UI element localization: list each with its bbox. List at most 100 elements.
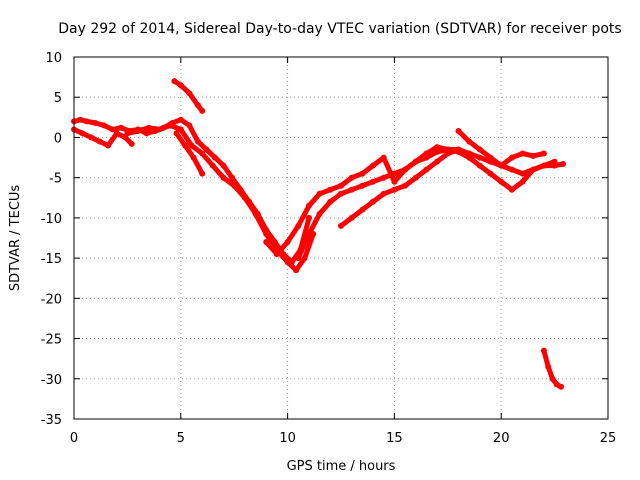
data-point (402, 182, 409, 189)
data-point (177, 82, 184, 89)
data-point (199, 107, 206, 114)
y-tick-label: -20 (41, 292, 62, 307)
series-arc-c (124, 122, 316, 273)
data-point (370, 198, 376, 205)
data-point (186, 122, 193, 129)
data-point (455, 146, 462, 153)
data-point (177, 126, 184, 133)
data-point (199, 150, 206, 157)
data-point (327, 198, 334, 205)
data-point (359, 170, 366, 177)
grid (74, 57, 608, 419)
data-point (143, 130, 150, 137)
data-point (128, 140, 135, 147)
data-point (540, 162, 547, 169)
data-point (545, 363, 552, 370)
data-point (212, 154, 218, 161)
data-point (77, 116, 84, 123)
data-point (558, 383, 564, 390)
data-point (530, 166, 537, 173)
y-tick-label: -15 (41, 252, 62, 267)
data-point (109, 126, 116, 133)
data-point (338, 182, 344, 189)
y-tick-label: -25 (41, 333, 62, 348)
data-point (348, 174, 355, 181)
data-point (423, 150, 430, 157)
chart-title: Day 292 of 2014, Sidereal Day-to-day VTE… (58, 21, 621, 37)
data-point (156, 126, 163, 133)
data-point (252, 210, 259, 217)
data-point (487, 154, 494, 161)
data-point (190, 154, 197, 161)
data-point (380, 174, 387, 181)
data-point (466, 154, 473, 161)
data-point (466, 138, 473, 145)
series-arc-d (174, 130, 205, 177)
data-point (306, 214, 312, 221)
data-point (284, 239, 291, 245)
data-point (412, 174, 419, 181)
data-point (380, 190, 387, 197)
data-point (370, 178, 376, 185)
y-tick-label: 10 (45, 51, 62, 66)
data-point (370, 162, 376, 169)
data-point (194, 138, 201, 145)
data-point (293, 267, 300, 274)
x-tick-label: 20 (493, 431, 510, 446)
data-point (498, 162, 505, 169)
data-point (508, 166, 515, 173)
data-point (263, 231, 270, 237)
data-point (92, 120, 99, 126)
data-point (519, 178, 526, 185)
data-point (306, 202, 312, 209)
data-point (560, 161, 567, 167)
data-point (348, 214, 355, 221)
data-point (327, 186, 334, 193)
data-point (186, 90, 193, 97)
data-point (498, 178, 505, 185)
x-tick-label: 15 (386, 431, 403, 446)
data-point (476, 162, 483, 169)
data-point (423, 166, 430, 173)
data-point (434, 144, 441, 151)
data-point (316, 190, 323, 197)
data-point (100, 122, 107, 129)
data-point (487, 170, 494, 177)
data-point (434, 158, 441, 165)
data-point (241, 194, 248, 201)
data-point (348, 186, 355, 193)
data-point (338, 190, 344, 197)
data-point (118, 124, 124, 131)
y-tick-label: -35 (41, 413, 62, 428)
data-point (316, 210, 323, 217)
data-point (194, 102, 201, 109)
data-point (359, 182, 366, 189)
data-point (231, 182, 238, 189)
data-point (263, 239, 270, 245)
x-tick-label: 5 (177, 431, 185, 446)
data-point (402, 166, 409, 173)
data-point (171, 78, 178, 85)
data-point (519, 170, 526, 177)
data-point (391, 170, 398, 177)
data-point (549, 375, 556, 382)
series-arc-g (295, 144, 558, 261)
data-point (209, 162, 216, 169)
data-point (476, 154, 483, 161)
data-point (135, 128, 142, 134)
data-point (508, 186, 515, 193)
data-point (88, 134, 95, 141)
data-point (182, 142, 189, 149)
y-tick-label: -30 (41, 373, 62, 388)
data-point (83, 118, 90, 125)
y-axis-label: SDTVAR / TECUs (8, 185, 23, 292)
x-tick-label: 25 (600, 431, 617, 446)
data-point (220, 174, 227, 181)
data-point (551, 158, 558, 165)
x-tick-label: 10 (279, 431, 296, 446)
data-point (301, 255, 308, 262)
data-point (167, 122, 174, 129)
y-tick-label: 0 (54, 131, 62, 146)
data-point (508, 154, 515, 161)
